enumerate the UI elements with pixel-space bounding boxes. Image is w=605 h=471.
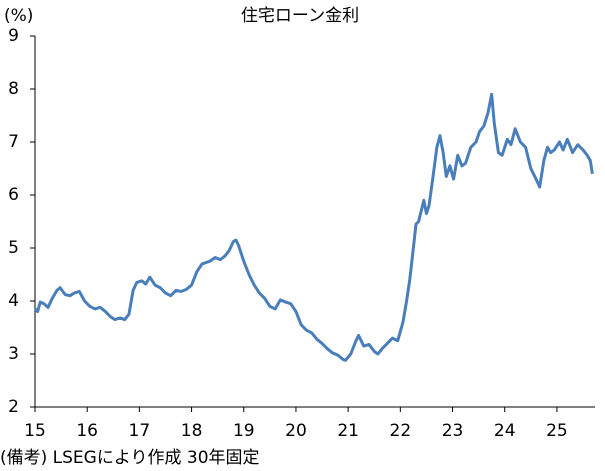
- y-tick-label: 5: [8, 238, 19, 258]
- y-tick-label: 4: [8, 291, 19, 311]
- y-tick-label: 9: [8, 26, 19, 46]
- x-tick-label: 20: [285, 421, 307, 441]
- x-tick-label: 16: [76, 421, 98, 441]
- x-tick-label: 21: [337, 421, 359, 441]
- y-unit: (%): [4, 6, 33, 26]
- y-tick-label: 3: [8, 344, 19, 364]
- x-tick-label: 24: [494, 421, 516, 441]
- x-tick-label: 25: [546, 421, 568, 441]
- chart-title: 住宅ローン金利: [241, 6, 359, 26]
- x-tick-label: 23: [442, 421, 464, 441]
- x-tick-label: 15: [24, 421, 46, 441]
- y-tick-label: 6: [8, 185, 19, 205]
- y-tick-label: 7: [8, 132, 19, 152]
- line-series: [33, 92, 594, 362]
- y-tick-label: 8: [8, 79, 19, 99]
- x-tick-label: 17: [129, 421, 151, 441]
- x-tick-label: 19: [233, 421, 255, 441]
- source-note: (備考) LSEGにより作成 30年固定: [0, 448, 260, 468]
- x-tick-label: 22: [390, 421, 412, 441]
- y-tick-label: 2: [8, 397, 19, 417]
- x-tick-label: 18: [181, 421, 203, 441]
